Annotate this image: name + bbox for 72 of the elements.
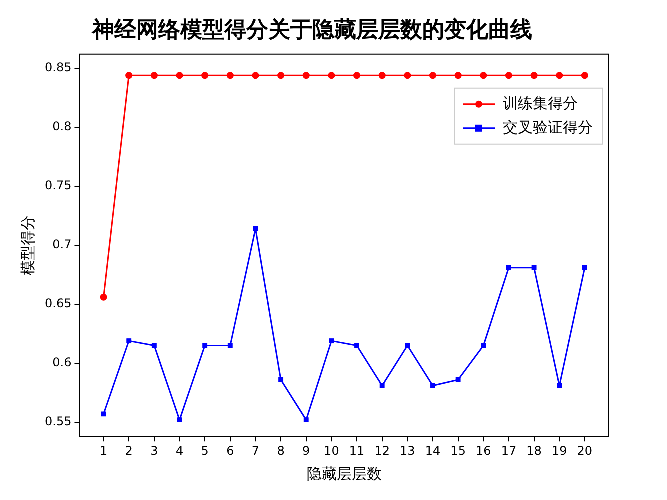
- x-tick-label: 5: [201, 444, 209, 458]
- point: [328, 72, 336, 80]
- x-tick-label: 1: [100, 444, 108, 458]
- point: [226, 72, 234, 80]
- y-axis-title: 模型得分: [18, 216, 37, 276]
- x-axis-title: 隐藏层层数: [306, 464, 382, 483]
- y-tick-label: 0.7: [52, 238, 72, 252]
- point: [456, 378, 461, 382]
- point: [405, 343, 410, 348]
- point: [176, 72, 184, 80]
- point: [202, 72, 209, 80]
- x-tick-label: 17: [501, 444, 517, 458]
- point: [126, 72, 133, 80]
- y-tick-label: 0.65: [45, 296, 72, 311]
- point: [454, 72, 462, 80]
- y-tick-label: 0.75: [45, 178, 72, 193]
- point: [126, 338, 132, 344]
- x-tick-label: 13: [400, 444, 416, 458]
- x-tick-label: 2: [125, 444, 133, 458]
- x-tick-label: 19: [552, 444, 568, 458]
- point: [581, 72, 588, 80]
- point: [228, 343, 233, 348]
- x-tick-label: 11: [349, 444, 365, 458]
- point: [404, 72, 412, 80]
- point: [202, 343, 208, 348]
- x-tick-label: 18: [526, 444, 542, 458]
- point: [556, 72, 564, 80]
- point: [253, 226, 258, 232]
- point: [429, 72, 436, 80]
- point: [354, 343, 360, 348]
- point: [480, 72, 488, 80]
- point: [380, 383, 385, 388]
- point: [152, 343, 157, 348]
- x-tick-label: 16: [476, 444, 492, 458]
- x-tick-label: 20: [577, 444, 593, 458]
- point: [101, 412, 106, 417]
- point: [530, 72, 538, 80]
- x-tick-label: 10: [324, 444, 340, 458]
- legend-label: 交叉验证得分: [503, 118, 593, 136]
- y-tick-label: 0.8: [52, 120, 72, 134]
- point: [304, 418, 309, 423]
- x-tick-label: 7: [252, 444, 260, 458]
- point: [150, 72, 158, 80]
- point: [252, 72, 260, 80]
- point: [506, 265, 512, 270]
- chart-title: 神经网络模型得分关于隐藏层层数的变化曲线: [92, 16, 532, 43]
- x-tick-label: 4: [176, 444, 184, 458]
- point: [302, 72, 310, 80]
- point: [378, 72, 386, 80]
- x-tick-label: 8: [277, 444, 285, 458]
- point: [100, 294, 108, 301]
- point: [582, 265, 588, 270]
- point: [177, 418, 182, 423]
- x-tick-label: 6: [226, 444, 234, 458]
- point: [532, 265, 537, 270]
- point: [354, 72, 361, 80]
- x-tick-label: 3: [150, 444, 158, 458]
- point: [557, 383, 562, 388]
- point: [505, 72, 512, 80]
- y-tick-label: 0.6: [52, 356, 72, 370]
- point: [430, 383, 436, 388]
- x-tick-label: 15: [450, 444, 466, 458]
- y-tick-label: 0.85: [45, 60, 72, 75]
- point: [329, 338, 334, 344]
- point: [278, 378, 284, 382]
- y-tick-label: 0.55: [45, 414, 72, 429]
- x-tick-label: 9: [302, 444, 310, 458]
- legend-label: 训练集得分: [503, 94, 578, 112]
- point: [278, 72, 285, 80]
- point: [481, 343, 486, 348]
- x-tick-label: 12: [374, 444, 390, 458]
- x-tick-label: 14: [425, 444, 441, 458]
